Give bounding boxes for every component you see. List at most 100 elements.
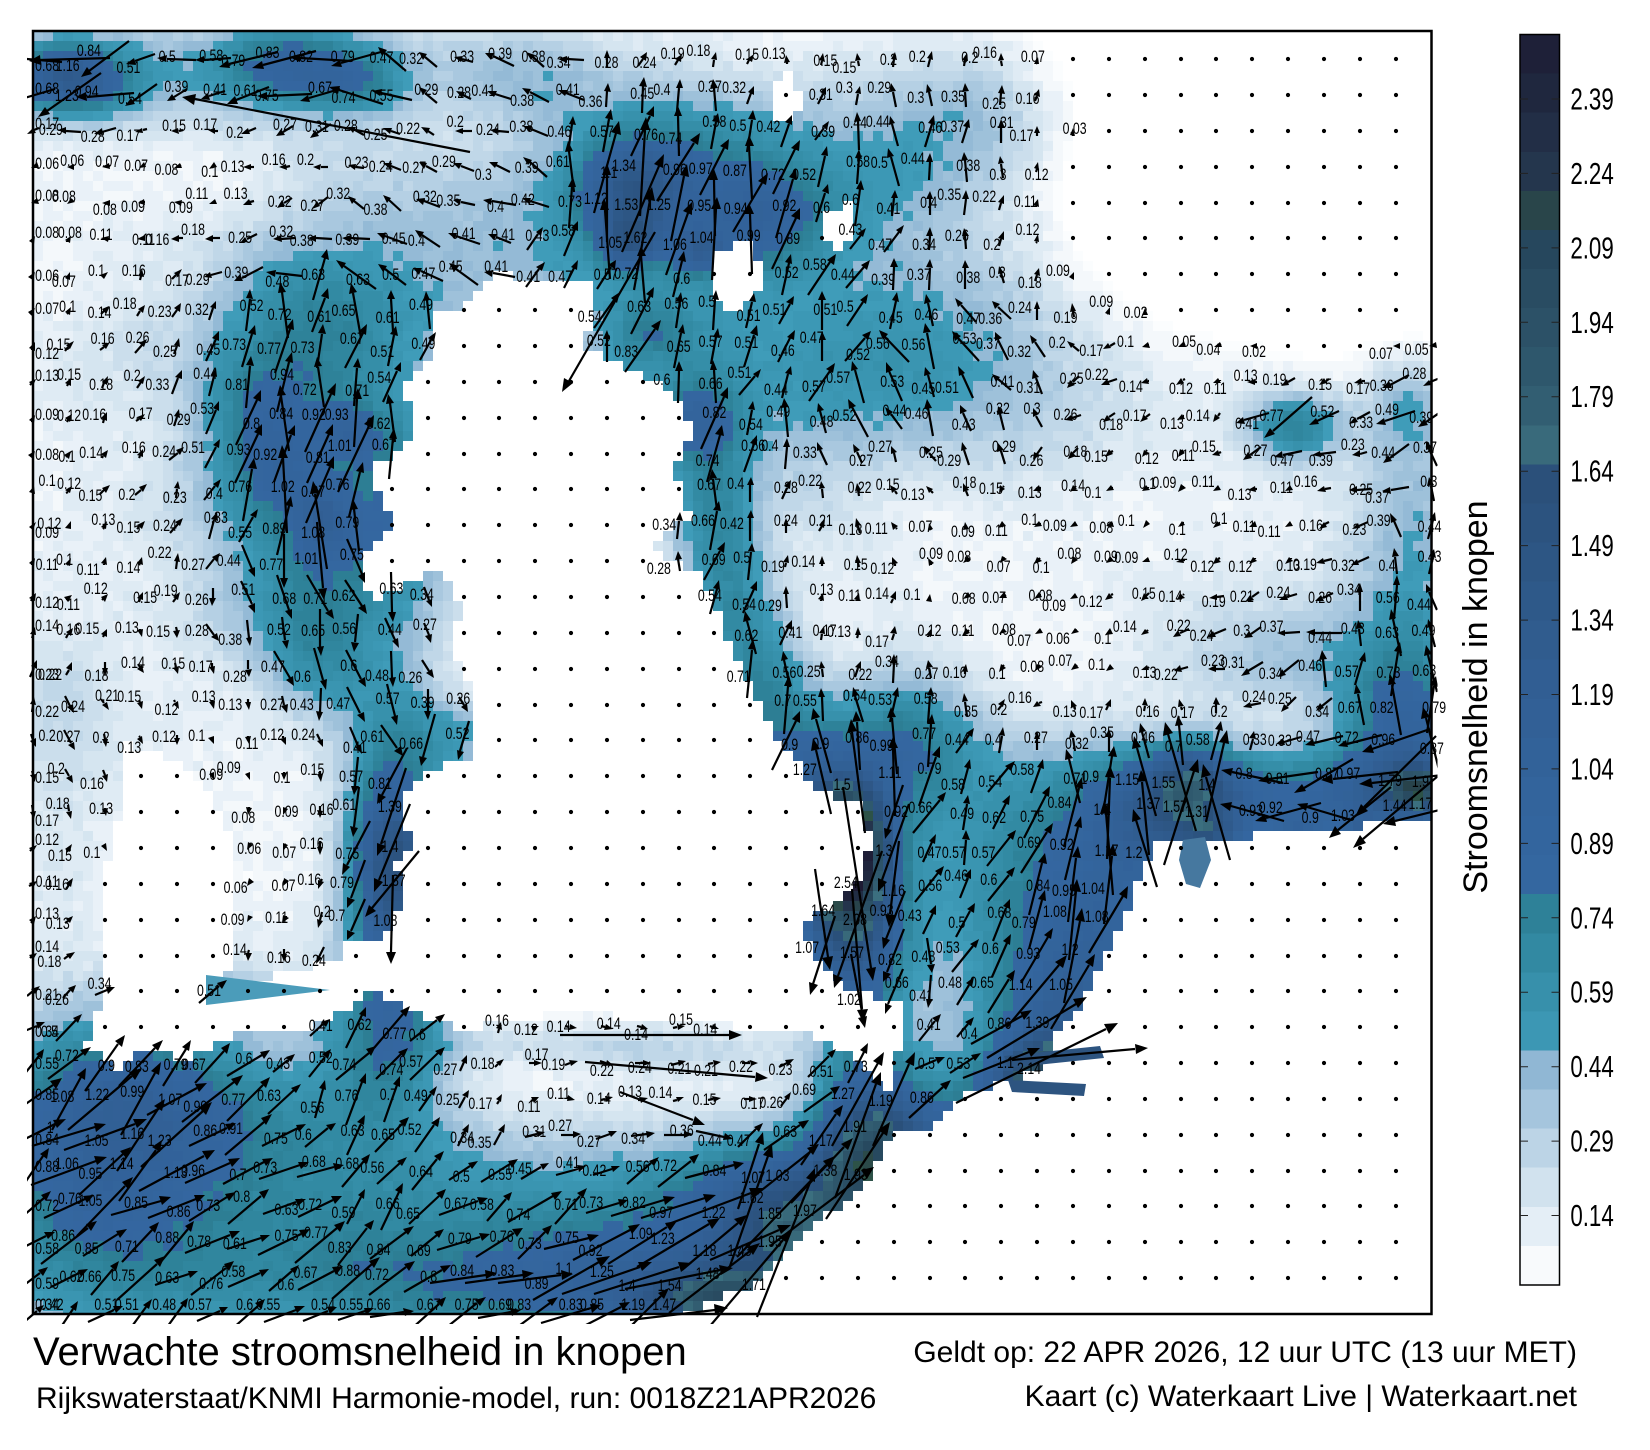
svg-text:0.16: 0.16	[91, 330, 115, 348]
svg-text:0.34: 0.34	[547, 54, 571, 72]
svg-text:0.27: 0.27	[402, 159, 426, 177]
svg-text:0.61: 0.61	[307, 308, 331, 326]
svg-text:0.86: 0.86	[193, 1122, 217, 1140]
svg-text:1.19: 1.19	[1570, 677, 1613, 711]
svg-text:0.51: 0.51	[370, 343, 394, 361]
svg-text:0.2: 0.2	[93, 729, 110, 747]
svg-text:2.09: 2.09	[1570, 231, 1613, 265]
svg-text:0.1: 0.1	[88, 262, 105, 280]
svg-text:0.65: 0.65	[970, 974, 994, 992]
svg-text:0.1: 0.1	[1169, 521, 1186, 539]
svg-text:0.16: 0.16	[145, 231, 169, 249]
svg-text:0.76: 0.76	[335, 1087, 359, 1105]
svg-text:0.18: 0.18	[46, 795, 70, 813]
svg-text:0.12: 0.12	[35, 345, 59, 363]
svg-text:0.12: 0.12	[1228, 558, 1252, 576]
svg-text:1.44: 1.44	[1383, 797, 1407, 815]
svg-text:0.14: 0.14	[1119, 378, 1143, 396]
svg-text:1.64: 1.64	[811, 902, 835, 920]
svg-text:0.24: 0.24	[774, 512, 798, 530]
svg-text:0.85: 0.85	[35, 1086, 59, 1104]
svg-text:0.78: 0.78	[187, 1233, 211, 1251]
svg-text:0.08: 0.08	[947, 548, 971, 566]
svg-text:0.19: 0.19	[541, 1056, 565, 1074]
svg-text:0.51: 0.51	[734, 334, 758, 352]
svg-text:0.59: 0.59	[1570, 975, 1613, 1009]
svg-text:0.46: 0.46	[944, 867, 968, 885]
svg-text:1.05: 1.05	[1049, 976, 1073, 994]
svg-text:0.13: 0.13	[117, 739, 141, 757]
svg-text:0.27: 0.27	[849, 452, 873, 470]
svg-text:0.26: 0.26	[1054, 406, 1078, 424]
svg-text:0.22: 0.22	[38, 666, 62, 684]
svg-text:0.71: 0.71	[554, 1196, 578, 1214]
svg-text:0.84: 0.84	[367, 1241, 391, 1259]
svg-text:0.76: 0.76	[490, 1228, 514, 1246]
svg-text:0.66: 0.66	[691, 512, 715, 530]
svg-text:0.11: 0.11	[838, 587, 861, 605]
svg-text:0.24: 0.24	[291, 726, 315, 744]
svg-text:0.74: 0.74	[332, 1056, 356, 1074]
svg-text:0.08: 0.08	[154, 161, 178, 179]
svg-text:0.2: 0.2	[1049, 334, 1066, 352]
svg-text:0.38: 0.38	[509, 118, 533, 136]
svg-text:0.43: 0.43	[838, 221, 862, 239]
svg-text:0.15: 0.15	[78, 487, 102, 505]
svg-text:0.06: 0.06	[60, 152, 84, 170]
svg-text:0.32: 0.32	[1065, 735, 1089, 753]
svg-text:0.93: 0.93	[870, 902, 894, 920]
svg-text:0.86: 0.86	[845, 729, 869, 747]
svg-text:1.93: 1.93	[844, 1166, 868, 1184]
svg-text:0.1: 0.1	[59, 298, 76, 316]
svg-text:0.52: 0.52	[832, 407, 856, 425]
svg-text:0.57: 0.57	[376, 690, 400, 708]
svg-text:0.41: 0.41	[556, 1154, 580, 1172]
svg-text:0.21: 0.21	[35, 986, 59, 1004]
svg-text:0.84: 0.84	[35, 1131, 59, 1149]
svg-text:0.53: 0.53	[936, 939, 960, 957]
svg-text:0.15: 0.15	[1192, 438, 1216, 456]
svg-text:0.19: 0.19	[1293, 556, 1317, 574]
svg-text:1.3: 1.3	[875, 842, 892, 860]
svg-text:0.06: 0.06	[35, 267, 59, 285]
svg-text:0.14: 0.14	[865, 585, 889, 603]
svg-text:Rijkswaterstaat/KNMI Harmonie-: Rijkswaterstaat/KNMI Harmonie-model, run…	[36, 1382, 876, 1415]
svg-text:0.17: 0.17	[740, 1095, 764, 1113]
svg-text:0.52: 0.52	[309, 1049, 333, 1067]
svg-text:1.22: 1.22	[702, 1204, 726, 1222]
svg-text:0.41: 0.41	[909, 987, 933, 1005]
svg-text:0.12: 0.12	[918, 622, 942, 640]
svg-text:0.5: 0.5	[729, 117, 746, 135]
svg-text:0.47: 0.47	[956, 310, 980, 328]
svg-text:0.5: 0.5	[382, 266, 399, 284]
svg-text:0.16: 0.16	[297, 871, 321, 889]
svg-text:0.16: 0.16	[56, 621, 80, 639]
svg-text:0.6: 0.6	[409, 1026, 426, 1044]
svg-text:0.11: 0.11	[36, 873, 59, 891]
svg-text:0.2: 0.2	[447, 113, 464, 131]
svg-text:1.1: 1.1	[600, 164, 617, 182]
svg-text:0.15: 0.15	[57, 366, 81, 384]
svg-text:0.65: 0.65	[301, 622, 325, 640]
svg-text:0.84: 0.84	[702, 1162, 726, 1180]
svg-text:0.82: 0.82	[622, 1194, 646, 1212]
svg-text:0.26: 0.26	[126, 329, 150, 347]
svg-text:0.82: 0.82	[702, 404, 726, 422]
svg-text:0.19: 0.19	[1202, 593, 1226, 611]
svg-text:0.51: 0.51	[737, 307, 761, 325]
svg-text:0.75: 0.75	[340, 546, 364, 564]
svg-text:0.62: 0.62	[348, 1016, 372, 1034]
svg-text:0.21: 0.21	[667, 1060, 691, 1078]
svg-text:0.34: 0.34	[1337, 581, 1361, 599]
svg-text:0.07: 0.07	[1369, 345, 1393, 363]
svg-text:1.06: 1.06	[55, 1155, 79, 1173]
svg-text:0.27: 0.27	[56, 728, 80, 746]
svg-text:0.3: 0.3	[1024, 400, 1041, 418]
svg-text:0.16: 0.16	[1136, 703, 1160, 721]
svg-text:0.41: 0.41	[484, 258, 508, 276]
svg-text:0.52: 0.52	[267, 621, 291, 639]
svg-text:0.83: 0.83	[328, 1239, 352, 1257]
svg-text:0.32: 0.32	[1331, 557, 1355, 575]
svg-text:0.51: 0.51	[810, 1063, 834, 1081]
svg-text:0.94: 0.94	[75, 83, 99, 101]
